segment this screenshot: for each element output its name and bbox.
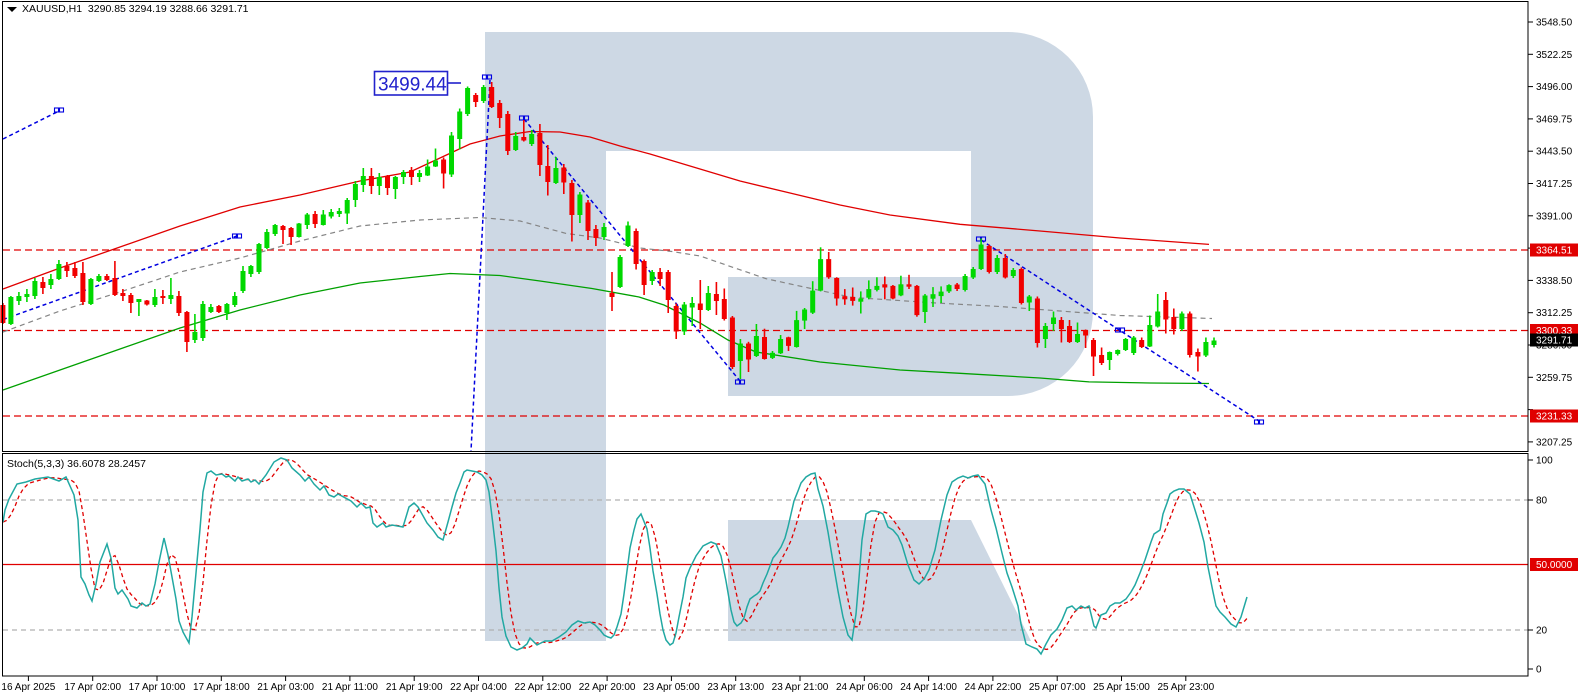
svg-text:3338.50: 3338.50 [1536, 276, 1573, 287]
svg-text:25 Apr 07:00: 25 Apr 07:00 [1029, 682, 1086, 693]
svg-text:22 Apr 04:00: 22 Apr 04:00 [450, 682, 507, 693]
svg-text:17 Apr 18:00: 17 Apr 18:00 [193, 682, 250, 693]
svg-text:3300.33: 3300.33 [1536, 326, 1573, 337]
svg-text:21 Apr 03:00: 21 Apr 03:00 [257, 682, 314, 693]
svg-text:3259.75: 3259.75 [1536, 373, 1573, 384]
svg-text:3548.50: 3548.50 [1536, 18, 1573, 29]
svg-text:23 Apr 05:00: 23 Apr 05:00 [643, 682, 700, 693]
svg-text:25 Apr 23:00: 25 Apr 23:00 [1157, 682, 1214, 693]
svg-text:17 Apr 02:00: 17 Apr 02:00 [64, 682, 121, 693]
svg-text:Stoch(5,3,3) 36.6078 28.2457: Stoch(5,3,3) 36.6078 28.2457 [7, 458, 146, 470]
svg-text:24 Apr 22:00: 24 Apr 22:00 [965, 682, 1022, 693]
svg-text:3417.25: 3417.25 [1536, 179, 1573, 190]
svg-text:21 Apr 11:00: 21 Apr 11:00 [322, 682, 378, 693]
svg-text:20: 20 [1536, 626, 1548, 637]
svg-text:3312.25: 3312.25 [1536, 308, 1573, 319]
svg-text:3499.44: 3499.44 [378, 75, 447, 96]
svg-text:24 Apr 14:00: 24 Apr 14:00 [900, 682, 957, 693]
svg-text:3443.50: 3443.50 [1536, 147, 1573, 158]
svg-text:50.0000: 50.0000 [1536, 560, 1573, 571]
svg-text:16 Apr 2025: 16 Apr 2025 [1, 682, 55, 693]
svg-text:3469.75: 3469.75 [1536, 114, 1573, 125]
svg-text:3364.51: 3364.51 [1536, 246, 1573, 257]
svg-text:80: 80 [1536, 496, 1548, 507]
svg-text:23 Apr 21:00: 23 Apr 21:00 [772, 682, 829, 693]
svg-text:3496.00: 3496.00 [1536, 82, 1573, 93]
svg-text:3231.33: 3231.33 [1536, 412, 1573, 423]
svg-text:22 Apr 12:00: 22 Apr 12:00 [514, 682, 571, 693]
svg-text:3522.25: 3522.25 [1536, 50, 1573, 61]
svg-text:21 Apr 19:00: 21 Apr 19:00 [386, 682, 443, 693]
svg-text:0: 0 [1536, 665, 1542, 676]
svg-text:3291.71: 3291.71 [1536, 336, 1573, 347]
svg-text:3207.25: 3207.25 [1536, 437, 1573, 448]
svg-text:24 Apr 06:00: 24 Apr 06:00 [836, 682, 893, 693]
svg-text:22 Apr 20:00: 22 Apr 20:00 [579, 682, 636, 693]
svg-text:XAUUSD,H1 3290.85 3294.19 328: XAUUSD,H1 3290.85 3294.19 3288.66 3291.7… [22, 3, 249, 15]
svg-text:100: 100 [1536, 456, 1553, 467]
svg-text:23 Apr 13:00: 23 Apr 13:00 [707, 682, 764, 693]
svg-text:17 Apr 10:00: 17 Apr 10:00 [129, 682, 186, 693]
svg-text:25 Apr 15:00: 25 Apr 15:00 [1093, 682, 1150, 693]
svg-text:3391.00: 3391.00 [1536, 211, 1573, 222]
